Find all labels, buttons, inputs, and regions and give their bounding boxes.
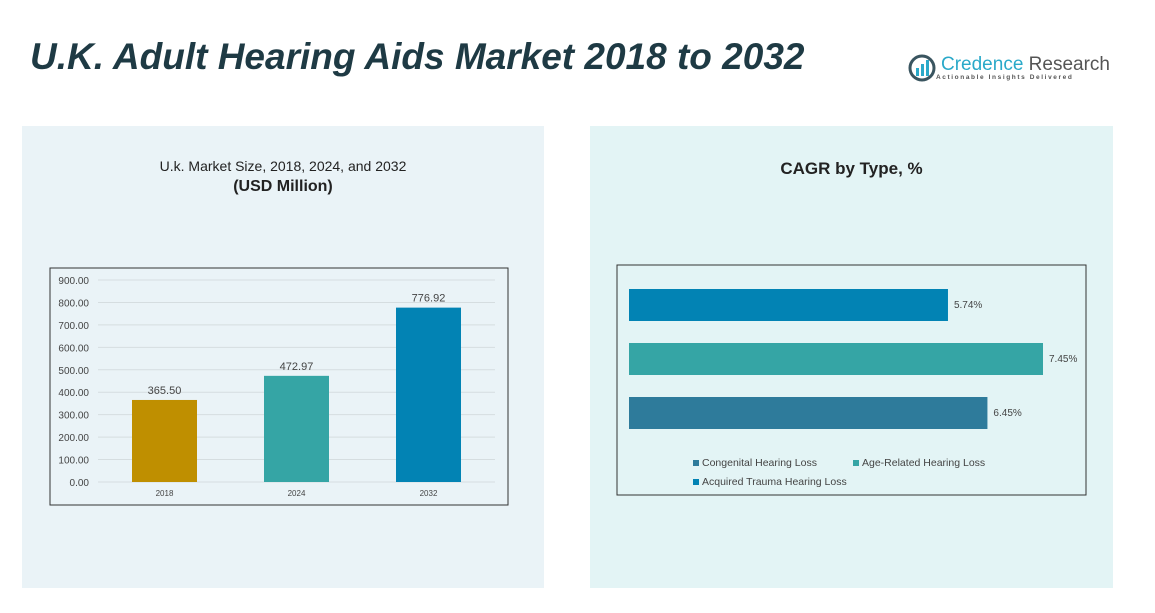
logo-name-b: Research [1028, 53, 1110, 75]
y-tick-label: 900.00 [58, 276, 89, 287]
bar-2032 [396, 307, 461, 482]
bar-2018 [132, 399, 197, 482]
chart-subtitle: (USD Million) [233, 178, 333, 195]
logo-icon [908, 54, 936, 82]
data-label: 365.50 [148, 385, 182, 397]
y-tick-label: 300.00 [58, 411, 89, 422]
y-tick-label: 700.00 [58, 321, 89, 332]
logo-name: Credence [941, 53, 1024, 75]
data-label: 472.97 [280, 361, 314, 373]
y-tick-label: 200.00 [58, 433, 89, 444]
y-tick-label: 500.00 [58, 366, 89, 377]
y-tick-label: 100.00 [58, 456, 89, 467]
bar-2024 [264, 375, 329, 482]
hbar-age-related-hearing-loss [629, 343, 1043, 375]
legend-swatch [853, 460, 859, 466]
chart-title: U.k. Market Size, 2018, 2024, and 2032 [159, 158, 407, 174]
legend-swatch [693, 460, 699, 466]
logo: Credence Research Actionable Insights De… [908, 54, 1110, 82]
hbar-acquired-trauma-hearing-loss [629, 289, 948, 321]
data-label: 7.45% [1049, 354, 1077, 365]
data-label: 6.45% [993, 408, 1021, 419]
legend-item: Acquired Trauma Hearing Loss [702, 476, 847, 488]
y-tick-label: 800.00 [58, 298, 89, 309]
logo-tagline: Actionable Insights Delivered [936, 73, 1074, 81]
x-tick-label: 2024 [288, 489, 306, 498]
x-tick-label: 2032 [420, 489, 438, 498]
legend-item: Congenital Hearing Loss [702, 457, 817, 469]
cagr-title: CAGR by Type, % [780, 159, 923, 178]
hbar-congenital-hearing-loss [629, 397, 988, 429]
legend-swatch [693, 479, 699, 485]
x-tick-label: 2018 [156, 489, 174, 498]
y-tick-label: 0.00 [70, 478, 90, 489]
page-title: U.K. Adult Hearing Aids Market 2018 to 2… [30, 36, 805, 77]
data-label: 5.74% [954, 300, 982, 311]
y-tick-label: 600.00 [58, 343, 89, 354]
data-label: 776.92 [412, 293, 446, 305]
legend-item: Age-Related Hearing Loss [862, 457, 985, 469]
y-tick-label: 400.00 [58, 388, 89, 399]
